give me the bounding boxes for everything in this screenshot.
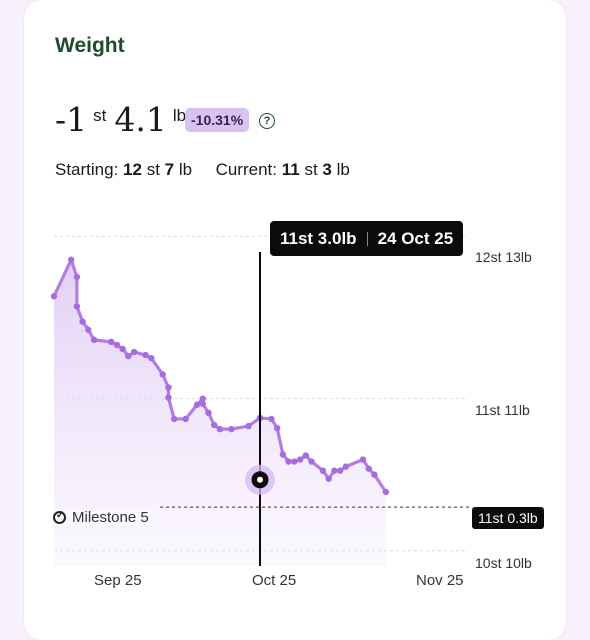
- weight-change: -1 st 4.1 lb: [55, 100, 194, 140]
- data-point-29: [273, 424, 281, 432]
- data-point-0: [50, 293, 58, 300]
- selection-tooltip: 11st 3.0lb 24 Oct 25: [270, 221, 464, 256]
- data-point-21: [199, 400, 206, 407]
- data-point-42: [365, 465, 372, 472]
- current-lb-unit: lb: [336, 160, 350, 179]
- data-point-17: [170, 415, 178, 423]
- data-point-9: [119, 345, 126, 353]
- current-label: Current:: [215, 160, 277, 179]
- current-pounds: 3: [322, 160, 332, 179]
- milestone-marker: Milestone 5: [53, 509, 151, 526]
- data-point-36: [319, 467, 327, 474]
- data-point-38: [331, 467, 338, 474]
- data-point-39: [336, 467, 344, 474]
- data-point-14: [159, 371, 166, 378]
- data-point-10: [125, 352, 132, 360]
- data-point-11: [130, 348, 138, 356]
- change-pound-unit: lb: [172, 106, 187, 125]
- change-pounds: 4.1: [114, 100, 167, 139]
- percent-change-badge: -10.31%: [185, 108, 250, 132]
- tooltip-weight: 11st 3.0lb: [280, 228, 357, 248]
- data-point-20: [199, 395, 206, 402]
- data-point-31: [285, 458, 292, 465]
- data-point-41: [359, 456, 367, 463]
- card-title: Weight: [55, 34, 125, 57]
- data-point-40: [342, 463, 350, 470]
- data-point-2: [73, 273, 81, 281]
- starting-st-unit: st: [146, 160, 160, 179]
- help-icon[interactable]: ?: [259, 113, 275, 129]
- starting-stones: 12: [123, 160, 142, 179]
- data-point-18: [182, 415, 189, 423]
- data-point-35: [308, 458, 315, 465]
- tooltip-divider: [366, 231, 368, 246]
- data-point-23: [211, 421, 218, 429]
- data-point-1: [67, 256, 75, 263]
- data-point-25: [228, 425, 235, 433]
- data-point-15: [165, 384, 172, 391]
- data-point-6: [90, 336, 98, 344]
- data-point-28: [268, 415, 275, 423]
- data-point-3: [73, 303, 81, 310]
- starting-label: Starting:: [55, 160, 119, 179]
- data-point-32: [291, 458, 298, 465]
- weight-chart[interactable]: [0, 0, 590, 600]
- milestone-value-badge: 11st 0.3lb: [472, 507, 544, 529]
- data-point-19: [193, 401, 201, 408]
- tooltip-date: 24 Oct 25: [377, 228, 454, 248]
- data-point-8: [113, 341, 121, 349]
- data-point-34: [302, 452, 309, 459]
- data-point-24: [216, 425, 224, 433]
- x-axis-label-oct: Oct 25: [252, 572, 297, 589]
- selected-point-dot: [257, 476, 263, 483]
- milestone-check-icon: [53, 510, 66, 524]
- data-point-30: [279, 451, 287, 458]
- y-axis-label-middle: 11st 11lb: [475, 402, 530, 418]
- data-point-12: [142, 351, 149, 359]
- y-axis-label-bottom: 10st 10lb: [475, 555, 532, 571]
- data-point-43: [371, 471, 378, 478]
- milestone-label: Milestone 5: [72, 509, 149, 526]
- data-point-5: [85, 326, 92, 333]
- series-area: [54, 259, 386, 566]
- change-stones: -1: [55, 100, 88, 139]
- data-point-37: [325, 475, 332, 482]
- starting-lb-unit: lb: [178, 160, 193, 179]
- data-point-16: [165, 394, 172, 401]
- starting-pounds: 7: [164, 160, 175, 179]
- data-point-4: [79, 318, 86, 325]
- data-point-26: [245, 422, 252, 430]
- data-point-7: [108, 338, 115, 346]
- y-axis-label-top: 12st 13lb: [475, 249, 532, 265]
- x-axis-label-nov: Nov 25: [416, 572, 464, 589]
- x-axis-label-sep: Sep 25: [94, 572, 142, 589]
- change-stone-unit: st: [93, 106, 107, 125]
- data-point-44: [382, 488, 390, 496]
- data-point-33: [296, 456, 304, 463]
- data-point-13: [148, 354, 155, 362]
- data-point-22: [205, 409, 212, 417]
- weight-stats: Starting: 12 st 7 lb Current: 11 st 3 lb: [55, 160, 350, 180]
- current-st-unit: st: [304, 160, 318, 179]
- current-stones: 11: [281, 160, 300, 179]
